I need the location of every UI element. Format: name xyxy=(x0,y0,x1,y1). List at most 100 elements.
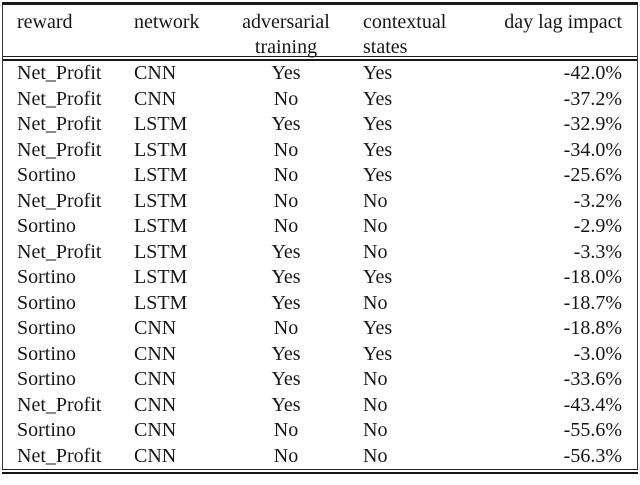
cell-day_lag_impact: -56.3% xyxy=(563,444,622,467)
table-row: Net_Profit CNN Yes No -43.4% xyxy=(3,393,637,419)
table-row: Net_Profit CNN Yes Yes -42.0% xyxy=(3,61,637,87)
cell-day_lag_impact: -3.0% xyxy=(573,342,622,365)
table-row: Net_Profit LSTM Yes No -3.3% xyxy=(3,240,637,266)
table-header-row: reward network adversarial training context… xyxy=(3,5,637,58)
table-row: Sortino CNN Yes Yes -3.0% xyxy=(3,342,637,368)
cell-contextual_states: No xyxy=(363,368,388,390)
cell-reward: Net_Profit xyxy=(17,393,102,416)
cell-day_lag_impact: -37.2% xyxy=(563,87,622,110)
cell-network: LSTM xyxy=(134,240,188,263)
cell-contextual_states: Yes xyxy=(363,342,393,365)
table-row: Net_Profit LSTM No Yes -34.0% xyxy=(3,138,637,164)
column-header-day_lag_impact: day lag impact xyxy=(504,11,622,33)
cell-contextual_states: No xyxy=(363,444,388,467)
cell-adversarial_training: No xyxy=(273,87,299,110)
cell-adversarial_training: No xyxy=(273,444,299,467)
table-top-rule xyxy=(2,2,638,5)
table-row: Sortino LSTM No Yes -25.6% xyxy=(3,163,637,189)
table-row: Sortino LSTM No No -2.9% xyxy=(3,214,637,240)
cell-reward: Net_Profit xyxy=(17,113,102,135)
column-header-reward: reward xyxy=(17,11,73,33)
table-row: Sortino LSTM Yes No -18.7% xyxy=(3,291,637,317)
cell-contextual_states: No xyxy=(363,419,388,441)
cell-network: LSTM xyxy=(134,215,188,237)
table-inner: reward network adversarial training context… xyxy=(2,5,638,469)
cell-network: LSTM xyxy=(134,291,188,314)
table-body: Net_Profit CNN Yes Yes -42.0% Net_Profit CNN No… xyxy=(3,61,637,469)
cell-reward: Net_Profit xyxy=(17,240,102,263)
table-row: Net_Profit CNN No Yes -37.2% xyxy=(3,87,637,113)
table-row: Sortino CNN No Yes -18.8% xyxy=(3,316,637,342)
cell-reward: Sortino xyxy=(17,317,76,339)
cell-contextual_states: Yes xyxy=(363,266,393,288)
cell-day_lag_impact: -18.8% xyxy=(563,317,622,339)
cell-network: CNN xyxy=(134,368,177,390)
cell-day_lag_impact: -3.3% xyxy=(573,240,622,263)
cell-network: LSTM xyxy=(134,189,188,212)
column-header-network: network xyxy=(134,11,200,33)
cell-adversarial_training: Yes xyxy=(271,291,301,314)
table-row: Sortino CNN No No -55.6% xyxy=(3,418,637,444)
cell-contextual_states: Yes xyxy=(363,113,393,135)
table-row: Net_Profit CNN No No -56.3% xyxy=(3,444,637,470)
table-row: Net_Profit LSTM No No -3.2% xyxy=(3,189,637,215)
cell-network: CNN xyxy=(134,317,177,339)
cell-adversarial_training: No xyxy=(273,215,299,237)
cell-reward: Net_Profit xyxy=(17,138,102,161)
results-table: reward network adversarial training context… xyxy=(2,2,638,474)
cell-network: CNN xyxy=(134,393,177,416)
cell-reward: Sortino xyxy=(17,215,76,237)
cell-contextual_states: No xyxy=(363,393,388,416)
cell-reward: Net_Profit xyxy=(17,87,102,110)
cell-reward: Net_Profit xyxy=(17,62,102,84)
cell-day_lag_impact: -3.2% xyxy=(573,189,622,212)
cell-contextual_states: Yes xyxy=(363,62,393,84)
cell-contextual_states: Yes xyxy=(363,164,393,186)
cell-day_lag_impact: -34.0% xyxy=(563,138,622,161)
cell-day_lag_impact: -33.6% xyxy=(563,368,622,390)
cell-reward: Sortino xyxy=(17,291,76,314)
cell-network: LSTM xyxy=(134,113,188,135)
cell-day_lag_impact: -32.9% xyxy=(563,113,622,135)
cell-day_lag_impact: -18.7% xyxy=(563,291,622,314)
cell-network: LSTM xyxy=(134,266,188,288)
cell-adversarial_training: No xyxy=(273,317,299,339)
cell-adversarial_training: Yes xyxy=(271,342,301,365)
cell-reward: Sortino xyxy=(17,368,76,390)
cell-adversarial_training: Yes xyxy=(271,393,301,416)
cell-network: CNN xyxy=(134,419,177,441)
cell-reward: Net_Profit xyxy=(17,189,102,212)
cell-reward: Sortino xyxy=(17,266,76,288)
header-separator-rule xyxy=(3,56,637,61)
cell-network: CNN xyxy=(134,444,177,467)
column-header-contextual_states: contextual states xyxy=(363,11,447,58)
cell-reward: Sortino xyxy=(17,164,76,186)
cell-contextual_states: No xyxy=(363,291,388,314)
cell-network: CNN xyxy=(134,87,177,110)
cell-adversarial_training: Yes xyxy=(271,113,301,135)
column-header-adversarial_training: adversarial training xyxy=(242,11,330,58)
cell-adversarial_training: Yes xyxy=(271,62,301,84)
cell-adversarial_training: No xyxy=(273,138,299,161)
cell-network: CNN xyxy=(134,342,177,365)
cell-day_lag_impact: -2.9% xyxy=(573,215,622,237)
cell-day_lag_impact: -42.0% xyxy=(563,62,622,84)
cell-network: LSTM xyxy=(134,164,188,186)
cell-contextual_states: No xyxy=(363,215,388,237)
table-row: Net_Profit LSTM Yes Yes -32.9% xyxy=(3,112,637,138)
cell-contextual_states: No xyxy=(363,240,388,263)
table-row: Sortino CNN Yes No -33.6% xyxy=(3,367,637,393)
cell-reward: Sortino xyxy=(17,342,76,365)
cell-day_lag_impact: -43.4% xyxy=(563,393,622,416)
cell-day_lag_impact: -25.6% xyxy=(563,164,622,186)
cell-network: LSTM xyxy=(134,138,188,161)
cell-adversarial_training: No xyxy=(273,419,299,441)
table-row: Sortino LSTM Yes Yes -18.0% xyxy=(3,265,637,291)
cell-adversarial_training: Yes xyxy=(271,368,301,390)
cell-contextual_states: Yes xyxy=(363,317,393,339)
cell-adversarial_training: Yes xyxy=(271,266,301,288)
cell-contextual_states: No xyxy=(363,189,388,212)
cell-contextual_states: Yes xyxy=(363,138,393,161)
cell-contextual_states: Yes xyxy=(363,87,393,110)
table-bottom-rule xyxy=(2,469,638,474)
